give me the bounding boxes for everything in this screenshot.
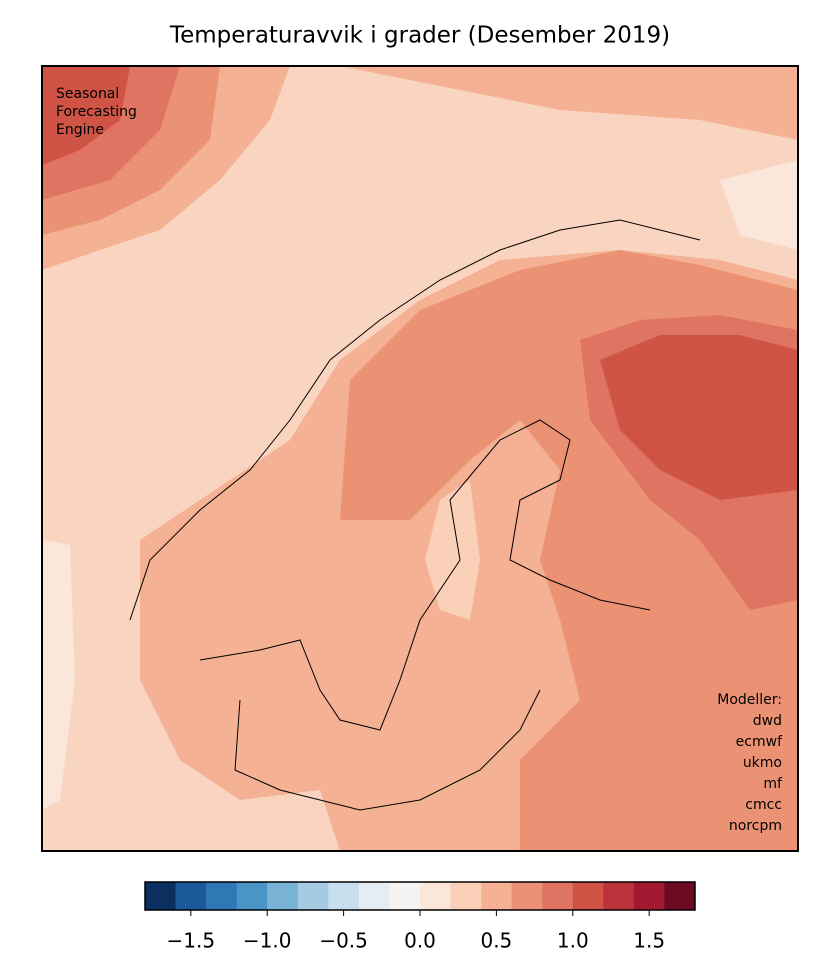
colorbar-segment <box>328 882 360 910</box>
model-name: dwd <box>753 713 782 729</box>
colorbar-tick-label: 0.5 <box>480 929 512 953</box>
colorbar-tick-label: 0.0 <box>404 929 436 953</box>
colorbar-segment <box>267 882 299 910</box>
colorbar-segment <box>236 882 268 910</box>
source-line: Seasonal <box>56 86 119 102</box>
colorbar-segment <box>175 882 207 910</box>
source-line: Forecasting <box>56 104 137 120</box>
colorbar-segment <box>206 882 238 910</box>
models-heading: Modeller: <box>717 692 782 708</box>
colorbar-segment <box>481 882 513 910</box>
model-name: norcpm <box>729 818 782 834</box>
map-frame <box>41 65 799 852</box>
source-line: Engine <box>56 122 104 138</box>
colorbar-segment <box>420 882 452 910</box>
colorbar-segment <box>664 882 696 910</box>
model-name: cmcc <box>745 797 782 813</box>
colorbar-segment <box>542 882 574 910</box>
colorbar-segment <box>389 882 421 910</box>
colorbar-segment <box>145 882 177 910</box>
colorbar-segment <box>572 882 604 910</box>
colorbar-tick-label: −1.0 <box>243 929 292 953</box>
map <box>42 66 798 851</box>
colorbar-segment <box>603 882 635 910</box>
models-list: Modeller: dwd ecmwf ukmo mf cmcc norcpm <box>717 692 783 834</box>
colorbar-segment <box>511 882 543 910</box>
colorbar-segment <box>297 882 329 910</box>
colorbar-tick-label: 1.5 <box>633 929 665 953</box>
colorbar-segment <box>450 882 482 910</box>
model-name: ecmwf <box>736 734 783 750</box>
model-name: ukmo <box>743 755 782 771</box>
colorbar-tick-label: −0.5 <box>319 929 368 953</box>
colorbar: −1.5 −1.0 −0.5 0.0 0.5 1.0 1.5 <box>144 881 696 953</box>
source-label: Seasonal Forecasting Engine <box>56 86 137 138</box>
colorbar-tick-label: −1.5 <box>167 929 216 953</box>
model-name: mf <box>763 776 783 792</box>
colorbar-tick-label: 1.0 <box>557 929 589 953</box>
colorbar-segment <box>633 882 665 910</box>
colorbar-segment <box>358 882 390 910</box>
title: Temperaturavvik i grader (Desember 2019) <box>169 23 670 49</box>
